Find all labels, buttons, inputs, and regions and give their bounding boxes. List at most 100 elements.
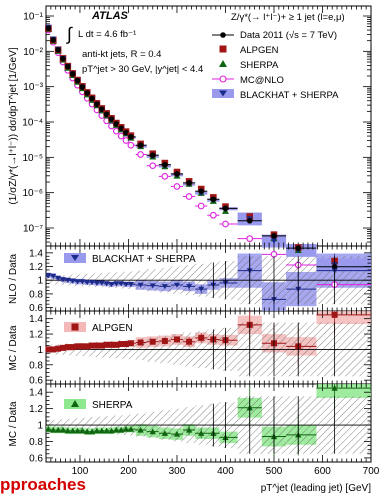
x-tick-label: 600	[314, 466, 331, 477]
alpgen-ratio-point	[50, 346, 57, 353]
data-point	[118, 125, 124, 132]
alpgen-panel-legend: ALPGEN	[64, 322, 133, 334]
data-point	[50, 37, 57, 43]
sherpa-ratio-point	[84, 428, 91, 435]
sherpa-ratio-point	[198, 430, 205, 436]
alpgen-ratio-point	[331, 311, 338, 318]
caption-fragment: pproaches	[0, 475, 86, 494]
alpgen-ratio-point	[123, 341, 130, 348]
main-y-tick-label: 10⁻⁴	[22, 118, 43, 129]
chart-marks	[44, 24, 371, 458]
sherpa-ratio-point	[69, 427, 76, 434]
sherpa-y-axis-label: MC / Data	[8, 401, 19, 446]
main-y-tick-label: 10⁻⁷	[23, 224, 43, 235]
axis-ticks	[46, 6, 372, 462]
sherpa-ratio-point	[45, 425, 52, 432]
mcnlo-point	[185, 193, 193, 200]
sherpa-ratio-point	[117, 426, 125, 433]
process-label: Z/γ*(→ l⁺l⁻)+ ≥ 1 jet (l=e,μ)	[231, 12, 345, 23]
blackhat-ratio-point	[79, 279, 86, 285]
alpgen-ratio-point	[79, 343, 86, 350]
tick-labels: 10⁻¹ 10⁻² 10⁻³ 10⁻⁴ 10⁻⁵ 10⁻⁶ 10⁻⁷ 0.6 0.8 1 1.2 1.…	[22, 12, 379, 478]
data-point	[69, 71, 76, 77]
data-point	[45, 25, 52, 32]
sherpa-ratio-point	[161, 430, 169, 436]
legend-blackhat-label: BLACKHAT + SHERPA	[240, 90, 339, 101]
alpgen-ratio-point	[137, 339, 144, 346]
alpgen-ratio-point	[186, 338, 193, 345]
main-y-tick-label: 10⁻⁶	[22, 188, 43, 199]
ratio-y-tick-label: 1.4	[29, 248, 43, 259]
legend-sherpa: SHERPA	[219, 60, 279, 71]
x-tick-label: 100	[72, 466, 89, 477]
alpgen-ratio-point	[103, 341, 110, 348]
data-point	[94, 101, 100, 107]
x-tick-label: 700	[363, 466, 380, 477]
data-point	[162, 161, 168, 168]
legend-alpgen-label: ALPGEN	[240, 45, 279, 56]
legend-data-label: Data 2011 (√s = 7 TeV)	[240, 30, 337, 41]
data-point	[55, 47, 61, 53]
sherpa-ratio-point	[173, 430, 181, 437]
sherpa-ratio-point	[149, 428, 156, 435]
data-point	[65, 63, 71, 70]
alpgen-y-axis-label: MC / Data	[8, 325, 19, 370]
mcnlo-point	[173, 183, 181, 190]
sherpa-panel-legend-label: SHERPA	[92, 400, 133, 411]
blackhat-ratio-point	[186, 284, 193, 290]
legend-sherpa-label: SHERPA	[240, 60, 279, 71]
main-y-axis-label: (1/σZ/γ*(→l⁺l⁻)) dσ/dpT^jet [1/GeV]	[8, 47, 19, 204]
sherpa-ratio-point	[50, 426, 57, 433]
sherpa-ratio-point	[103, 427, 110, 434]
mcnlo-point	[222, 220, 229, 228]
data-point	[113, 121, 120, 127]
data-point	[60, 55, 66, 62]
sherpa-ratio-point	[64, 427, 72, 434]
sherpa-ratio-point	[185, 426, 193, 433]
data-point	[137, 142, 144, 149]
data-point	[108, 116, 115, 123]
alpgen-ratio-point	[89, 342, 96, 349]
main-y-tick-label: 10⁻¹	[23, 12, 43, 23]
legend-blackhat: BLACKHAT + SHERPA	[212, 89, 339, 101]
ratio-y-tick-label: 1	[37, 276, 43, 287]
mcnlo-point	[149, 162, 157, 170]
ratio-y-tick-label: 1	[37, 345, 43, 356]
x-axis-label: pT^jet (leading jet) [GeV]	[261, 483, 372, 494]
data-point	[246, 217, 253, 224]
legend-mcnlo-label: MC@NLO	[240, 75, 284, 86]
alpgen-ratio-point	[55, 345, 62, 352]
blackhat-ratio-point	[123, 282, 130, 288]
ratio-y-tick-label: 1	[37, 421, 43, 432]
blackhat-ratio-point	[59, 277, 66, 283]
legend-data: Data 2011 (√s = 7 TeV)	[212, 30, 337, 41]
x-tick-label: 200	[120, 466, 137, 477]
selection-cuts-label: pT^jet > 30 GeV, |y^jet| < 4.4	[82, 64, 203, 75]
sherpa-ratio-point	[108, 427, 115, 434]
alpgen-ratio-point	[84, 343, 91, 350]
alpgen-ratio-point	[45, 346, 52, 353]
blackhat-ratio-point	[89, 279, 96, 286]
mcnlo-point	[197, 202, 205, 210]
sherpa-ratio-point	[122, 425, 130, 432]
legend-mcnlo: MC@NLO	[212, 75, 284, 86]
sherpa-ratio-point	[88, 428, 96, 435]
sherpa-ratio-point	[54, 426, 62, 433]
alpgen-panel-legend-label: ALPGEN	[92, 323, 133, 334]
alpgen-ratio-point	[74, 343, 81, 350]
sherpa-ratio-point	[98, 427, 105, 434]
legend-alpgen: ALPGEN	[219, 45, 279, 56]
ratio-y-tick-label: 1.2	[29, 404, 43, 415]
data-point	[89, 95, 95, 102]
data-point	[295, 245, 302, 251]
data-point	[222, 205, 229, 212]
main-y-tick-label: 10⁻³	[23, 82, 43, 93]
sherpa-ratio-point	[127, 425, 135, 432]
nlo-y-axis-label: NLO / Data	[8, 254, 19, 304]
mcnlo-point	[246, 235, 254, 242]
ratio-y-tick-label: 0.8	[29, 289, 43, 300]
ratio-y-tick-label: 0.6	[29, 453, 43, 464]
alpgen-ratio-point	[93, 342, 100, 349]
blackhat-ratio-point	[108, 282, 115, 288]
